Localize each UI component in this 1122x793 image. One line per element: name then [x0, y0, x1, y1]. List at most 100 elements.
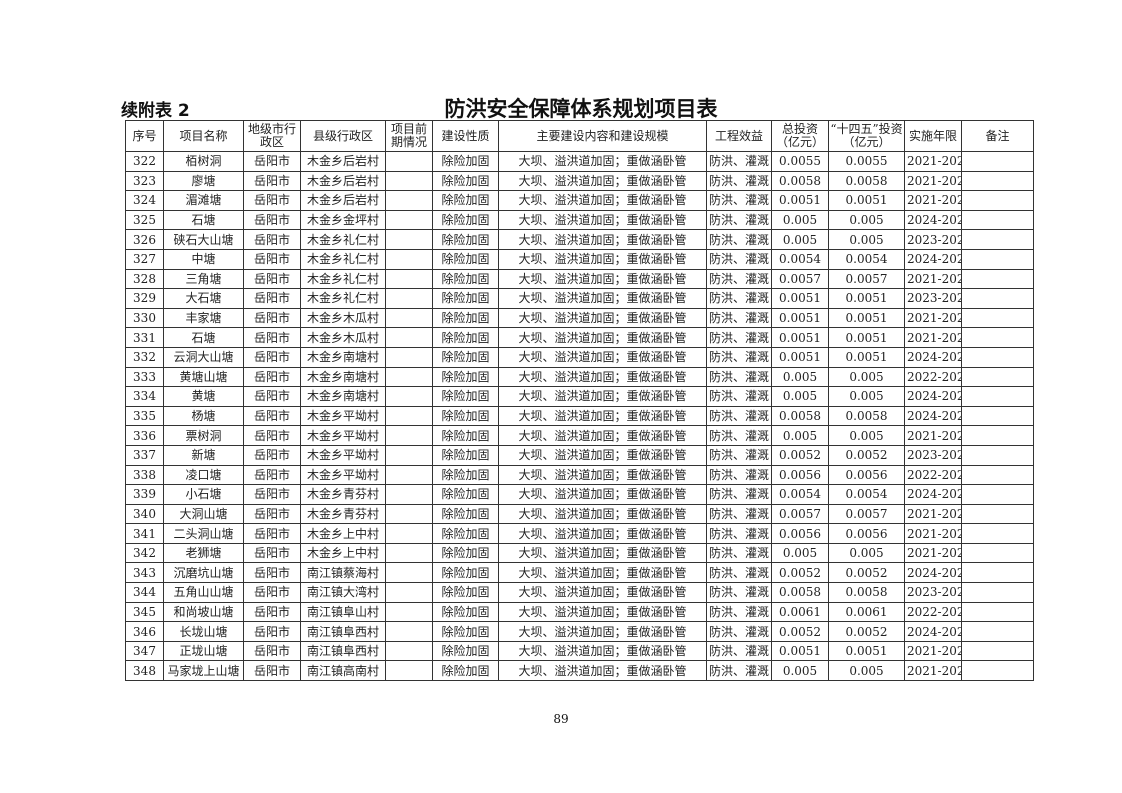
table-cell: 防洪、灌溉	[706, 268, 772, 290]
table-cell	[385, 190, 433, 211]
table-row: 348 马家垅上山塘 岳阳市 南江镇高南村 除险加固 大坝、溢洪道加固；重做涵卧管 防洪、灌…	[125, 660, 1034, 682]
table-row: 344 五角山山塘 岳阳市 南江镇大湾村 除险加固 大坝、溢洪道加固；重做涵卧管 防洪、灌溉…	[125, 582, 1034, 603]
table-cell: 大坝、溢洪道加固；重做涵卧管	[498, 190, 707, 211]
table-cell: 2023-2024	[904, 229, 962, 250]
table-cell: 南江镇阜西村	[300, 640, 386, 662]
table-row: 327 中塘 岳阳市 木金乡礼仁村 除险加固 大坝、溢洪道加固；重做涵卧管 防洪、灌溉 0.0…	[125, 248, 1034, 270]
table-cell: 346	[125, 621, 164, 642]
table-cell	[961, 190, 1034, 211]
table-cell: 330	[125, 307, 164, 329]
table-cell: 正垅山塘	[163, 640, 244, 662]
table-cell: 2021-2022	[904, 542, 962, 564]
table-row: 322 栢树洞 岳阳市 木金乡后岩村 除险加固 大坝、溢洪道加固；重做涵卧管 防洪、灌溉 0.…	[125, 151, 1034, 172]
table-row: 331 石塘 岳阳市 木金乡木瓜村 除险加固 大坝、溢洪道加固；重做涵卧管 防洪、灌溉 0.0…	[125, 327, 1034, 348]
table-cell	[385, 425, 433, 446]
table-cell: 0.005	[771, 229, 829, 250]
table-cell: 大坝、溢洪道加固；重做涵卧管	[498, 640, 707, 662]
table-cell	[961, 503, 1034, 525]
table-cell: 岳阳市	[243, 640, 301, 662]
table-cell	[961, 484, 1034, 505]
table-cell: 防洪、灌溉	[706, 601, 772, 623]
table-cell: 332	[125, 346, 164, 368]
table-cell: 2023-2024	[904, 444, 962, 466]
table-cell: 岳阳市	[243, 542, 301, 564]
table-cell: 2024-2025	[904, 248, 962, 270]
table-cell: 防洪、灌溉	[706, 640, 772, 662]
table-cell: 2024-2025	[904, 484, 962, 505]
table-cell: 廖塘	[163, 170, 244, 192]
table-cell: 木金乡青芬村	[300, 503, 386, 525]
table-cell: 除险加固	[432, 523, 499, 544]
table-cell: 南江镇高南村	[300, 660, 386, 682]
column-header: 工程效益	[706, 120, 772, 152]
table-cell: 大坝、溢洪道加固；重做涵卧管	[498, 601, 707, 623]
table-row: 342 老狮塘 岳阳市 木金乡上中村 除险加固 大坝、溢洪道加固；重做涵卧管 防洪、灌溉 0.…	[125, 542, 1034, 564]
table-cell: 329	[125, 288, 164, 309]
table-cell: 南江镇大湾村	[300, 582, 386, 603]
table-cell: 0.005	[771, 209, 829, 231]
table-cell: 岳阳市	[243, 464, 301, 486]
table-cell: 0.0061	[828, 601, 905, 623]
table-cell: 防洪、灌溉	[706, 170, 772, 192]
table-cell: 凌口塘	[163, 464, 244, 486]
table-cell: 岳阳市	[243, 190, 301, 211]
table-cell: 0.0057	[771, 503, 829, 525]
table-cell: 除险加固	[432, 170, 499, 192]
table-cell	[961, 444, 1034, 466]
table-cell: 0.0055	[771, 151, 829, 172]
table-cell: 338	[125, 464, 164, 486]
table-cell	[961, 464, 1034, 486]
table-cell: 0.0056	[771, 523, 829, 544]
table-cell: 2024-2025	[904, 346, 962, 368]
table-cell: 防洪、灌溉	[706, 562, 772, 584]
table-cell: 防洪、灌溉	[706, 523, 772, 544]
table-cell: 木金乡礼仁村	[300, 248, 386, 270]
table-cell: 木金乡平坳村	[300, 464, 386, 486]
table-cell: 0.0051	[771, 307, 829, 329]
table-cell: 2021-2022	[904, 170, 962, 192]
table-cell: 中塘	[163, 248, 244, 270]
table-cell: 除险加固	[432, 366, 499, 388]
table-cell: 0.0051	[828, 327, 905, 348]
table-row: 334 黄塘 岳阳市 木金乡南塘村 除险加固 大坝、溢洪道加固；重做涵卧管 防洪、灌溉 0.0…	[125, 386, 1034, 407]
table-cell: 大坝、溢洪道加固；重做涵卧管	[498, 386, 707, 407]
table-cell: 大坝、溢洪道加固；重做涵卧管	[498, 366, 707, 388]
table-cell: 防洪、灌溉	[706, 209, 772, 231]
table-cell: 木金乡礼仁村	[300, 288, 386, 309]
table-cell: 五角山山塘	[163, 582, 244, 603]
table-cell: 湄滩塘	[163, 190, 244, 211]
table-cell: 除险加固	[432, 327, 499, 348]
table-cell: 0.0052	[828, 621, 905, 642]
table-cell: 除险加固	[432, 582, 499, 603]
table-cell: 沉磨坑山塘	[163, 562, 244, 584]
table-cell: 南江镇蔡海村	[300, 562, 386, 584]
table-cell: 0.0052	[828, 562, 905, 584]
table-cell: 0.0051	[828, 346, 905, 368]
table-cell	[385, 582, 433, 603]
table-cell: 2023-2024	[904, 288, 962, 309]
table-cell: 2021-2022	[904, 151, 962, 172]
table-cell: 337	[125, 444, 164, 466]
table-cell: 0.0052	[771, 562, 829, 584]
table-cell: 0.0052	[828, 444, 905, 466]
table-cell: 除险加固	[432, 640, 499, 662]
table-cell: 0.0051	[771, 288, 829, 309]
table-cell: 岳阳市	[243, 601, 301, 623]
table-cell: 木金乡平坳村	[300, 405, 386, 427]
table-cell: 大坝、溢洪道加固；重做涵卧管	[498, 170, 707, 192]
table-cell: 325	[125, 209, 164, 231]
table-cell: 岳阳市	[243, 621, 301, 642]
table-cell: 大坝、溢洪道加固；重做涵卧管	[498, 523, 707, 544]
page-title: 防洪安全保障体系规划项目表	[444, 97, 718, 121]
table-cell: 0.0061	[771, 601, 829, 623]
table-cell: 2021-2022	[904, 503, 962, 525]
table-cell: 0.005	[828, 386, 905, 407]
table-cell: 大坝、溢洪道加固；重做涵卧管	[498, 209, 707, 231]
project-table: 序号 项目名称 地级市行政区 县级行政区 项目前期情况 建设性质 主要建设内容和建设规模 工程…	[125, 120, 1034, 682]
table-cell: 0.0058	[771, 582, 829, 603]
table-cell: 343	[125, 562, 164, 584]
table-cell: 2021-2022	[904, 268, 962, 290]
table-cell: 331	[125, 327, 164, 348]
table-cell	[385, 444, 433, 466]
column-header: “十四五”投资（亿元）	[828, 120, 905, 152]
